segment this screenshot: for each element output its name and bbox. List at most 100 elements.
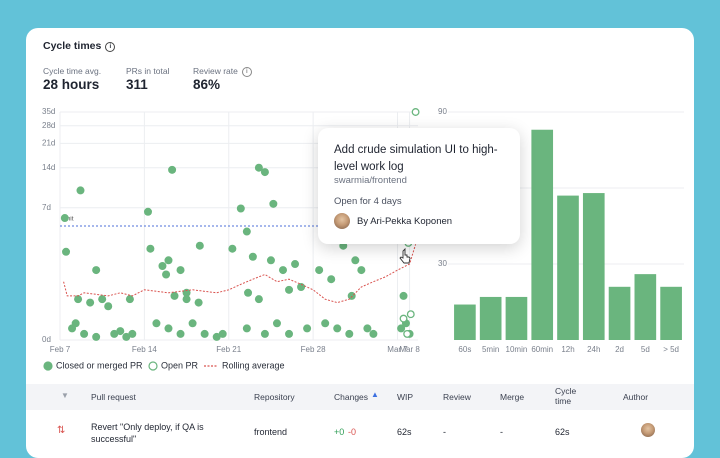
closed-pr-point [321,319,330,328]
bar [660,286,682,340]
table-header-cell[interactable]: Merge [500,392,525,402]
x-tick-label: 10min [506,345,528,354]
closed-pr-point [397,324,406,333]
info-icon[interactable]: i [241,67,252,77]
table-header-cell[interactable]: WIP [397,392,414,402]
closed-pr-point [248,252,257,261]
closed-pr-point [162,270,171,279]
closed-pr-point [158,261,167,270]
closed-pr-point [122,332,131,341]
y-tick-label: 28d [42,121,55,130]
x-tick-label: Feb 21 [216,345,241,354]
x-tick-label: Mar 8 [399,345,420,354]
legend-label: Rolling average [222,360,285,370]
closed-pr-point [260,329,269,338]
bar [479,296,502,340]
table-header-cell[interactable]: Cycle time [555,386,577,406]
charts: 0d 7d 14d 21d 28d 35d Feb 7 Feb 14 Feb 21 Feb 28 M… [42,107,684,371]
legend-label: Open PR [161,360,199,370]
closed-pr-point [98,295,107,304]
closed-pr-point [303,324,312,333]
closed-pr-point [212,332,221,341]
x-tick-label: 2d [615,345,624,354]
closed-pr-point [218,329,227,338]
info-icon[interactable]: i [105,42,116,52]
stat-label-text: Review rate [193,66,238,76]
closed-pr-point [146,244,155,253]
legend-label: Closed or merged PR [56,360,143,370]
deletions: -0 [348,427,357,437]
avatar [334,213,350,229]
tooltip-title: Add crude simulation UI to high-level wo… [334,144,498,173]
closed-pr-point [345,329,354,338]
closed-pr-point [92,332,101,341]
tooltip: Add crude simulation UI to high-level wo… [318,128,520,244]
closed-pr-point [327,275,336,284]
bar [557,195,579,340]
closed-pr-point [351,256,360,265]
closed-pr-point [182,295,191,304]
stat-label: Cycle time avg. [43,66,102,76]
stat-label: Review rate i [193,66,252,77]
closed-pr-point [315,266,324,275]
closed-pr-point [80,329,89,338]
x-tick-label: Mar 7 [387,345,408,354]
closed-pr-point [176,329,185,338]
table-header-cell[interactable]: Pull request [91,392,136,402]
closed-pr-point [62,247,71,256]
bar [582,193,605,340]
x-tick-label: Feb 7 [50,345,71,354]
closed-pr-point [254,295,263,304]
closed-pr-point [260,168,269,177]
table-header-cell[interactable]: Changes [334,392,369,402]
closed-pr-point [168,165,177,174]
closed-pr-point [164,256,173,265]
y-tick-label: 30 [438,259,447,268]
closed-pr-point [333,324,342,333]
closed-pr-point [363,324,372,333]
table-header [26,384,694,410]
table-header-cell[interactable]: Repository [254,392,295,402]
cursor [399,247,411,264]
closed-pr-point [285,329,294,338]
closed-pr-point [369,329,378,338]
closed-pr-point [164,324,173,333]
filter-icon[interactable]: ▼ [61,391,69,400]
tooltip-repo: swarmia/frontend [334,175,407,186]
bar [634,274,657,340]
legend-marker [148,361,158,371]
table-header-cell[interactable]: Author [623,392,649,402]
closed-pr-point [347,291,356,300]
closed-pr-point [86,298,95,307]
open-pr-point [399,314,408,323]
legend-marker [43,361,53,371]
sort-icon[interactable]: ▲ [371,390,379,399]
page: Cycle times i Cycle time avg. 28 hours PR… [26,28,694,458]
y-tick-label: 14d [42,163,55,172]
closed-pr-point [104,302,113,311]
closed-pr-point [188,319,197,328]
stat-value: 86% [193,77,221,92]
pr-title[interactable]: Revert "Only deploy, if QA is successful… [91,422,204,444]
closed-pr-point [60,214,69,223]
tooltip-status: Open for 4 days [334,196,402,207]
x-tick-label: 5d [641,345,650,354]
closed-pr-point [143,207,152,216]
additions: +0 [334,427,345,437]
bar [505,296,528,340]
closed-pr-point [170,291,179,300]
x-tick-label: Feb 28 [301,345,326,354]
closed-pr-point [297,283,306,292]
closed-pr-point [228,244,237,253]
review: - [443,427,446,437]
table-header-cell[interactable]: Review [443,392,471,402]
closed-pr-point [200,329,209,338]
y-tick-label: 7d [42,203,51,212]
closed-pr-point [272,319,281,328]
title-text: Cycle times [43,40,102,52]
stat-value: 311 [126,77,148,92]
closed-pr-point [74,295,83,304]
closed-pr-point [399,291,408,300]
y-tick-label: 21d [42,138,55,147]
open-pr-point [406,310,415,319]
